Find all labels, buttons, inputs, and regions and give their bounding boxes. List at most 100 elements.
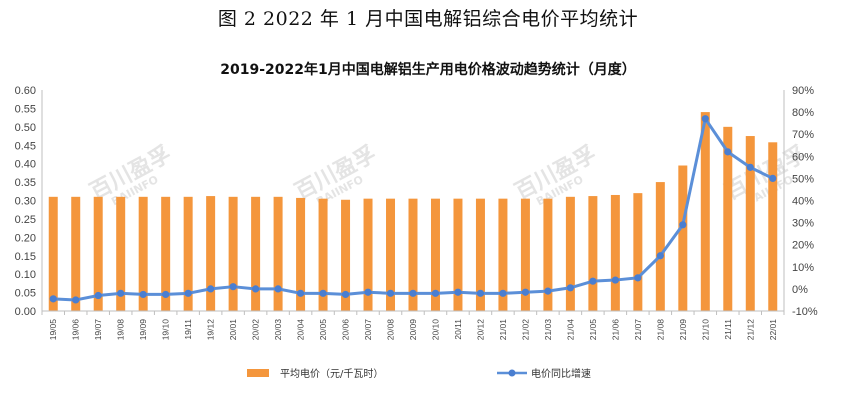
bar <box>408 198 418 311</box>
bar <box>588 196 598 311</box>
x-tick-label: 21/11 <box>723 319 733 340</box>
x-tick-label: 21/07 <box>633 319 643 341</box>
y-right-tick-label: 60% <box>792 151 814 163</box>
bar <box>453 198 463 311</box>
growth-rate-point <box>701 115 709 123</box>
y-left-tick-label: 0.15 <box>15 251 36 263</box>
growth-rate-point <box>49 295 57 303</box>
bar <box>138 196 148 311</box>
y-right-tick-label: 30% <box>792 218 814 230</box>
x-tick-label: 19/10 <box>161 319 171 341</box>
x-tick-label: 19/11 <box>183 319 193 340</box>
bar <box>543 198 553 311</box>
y-left-tick-label: 0.05 <box>15 288 36 300</box>
bar <box>565 196 575 311</box>
y-right-tick-label: 50% <box>792 173 814 185</box>
y-right-tick-label: -10% <box>792 306 818 318</box>
x-tick-label: 21/04 <box>565 319 575 341</box>
growth-rate-point <box>229 283 237 291</box>
growth-rate-point <box>341 290 350 299</box>
y-left-tick-label: 0.50 <box>15 122 36 134</box>
line-series <box>49 115 777 304</box>
x-tick-label: 21/10 <box>700 319 710 341</box>
x-tick-label: 20/05 <box>318 319 328 341</box>
y-right-tick-label: 20% <box>792 240 814 252</box>
growth-rate-point <box>724 148 732 156</box>
bar <box>161 196 171 311</box>
x-tick-label: 21/09 <box>678 319 688 341</box>
y-right-tick-label: 10% <box>792 262 814 274</box>
y-right-tick-label: 80% <box>792 107 814 119</box>
growth-rate-point <box>521 288 530 296</box>
growth-rate-point <box>386 289 395 297</box>
x-tick-label: 20/01 <box>228 319 238 341</box>
x-tick-label: 21/03 <box>543 319 553 341</box>
x-tick-label: 20/06 <box>341 319 351 341</box>
growth-rate-point <box>94 291 102 300</box>
legend-bar-label: 平均电价（元/千瓦时） <box>280 367 383 380</box>
growth-rate-point <box>296 289 305 297</box>
legend-line-label: 电价同比增速 <box>531 367 591 380</box>
bar <box>498 198 508 311</box>
y-left-tick-label: 0.30 <box>15 196 36 208</box>
x-tick-label: 19/05 <box>48 319 58 341</box>
legend-line-marker <box>508 369 516 377</box>
x-tick-label: 19/06 <box>71 319 81 341</box>
bar <box>633 193 643 311</box>
bar <box>48 196 58 311</box>
bar <box>318 198 328 311</box>
growth-rate-point <box>431 289 440 297</box>
growth-rate-point <box>566 284 574 292</box>
growth-rate-point <box>544 287 552 295</box>
growth-rate-point <box>679 221 687 229</box>
growth-rate-point <box>656 252 664 260</box>
x-tick-label: 22/01 <box>768 319 778 341</box>
x-tick-label: 20/04 <box>296 319 306 341</box>
bar <box>296 197 306 311</box>
growth-rate-point <box>207 285 215 293</box>
y-right-tick-label: 0% <box>792 284 808 296</box>
growth-rate-point <box>274 285 282 293</box>
x-tick-label: 20/03 <box>273 319 283 341</box>
x-tick-label: 21/01 <box>498 319 508 341</box>
y-right-tick-label: 90% <box>792 85 814 97</box>
growth-rate-point <box>409 289 417 297</box>
bar <box>745 136 755 311</box>
bar <box>206 196 216 311</box>
x-tick-label: 20/08 <box>386 319 396 341</box>
growth-rate-point <box>319 289 327 297</box>
bar <box>678 165 688 311</box>
growth-rate-point <box>72 296 80 304</box>
growth-rate-point <box>769 174 777 182</box>
bar <box>386 198 396 311</box>
bar <box>520 198 530 311</box>
y-left-tick-label: 0.55 <box>15 103 36 115</box>
bar <box>116 196 126 311</box>
x-tick-label: 19/07 <box>93 319 103 341</box>
bar <box>273 196 283 311</box>
bar <box>655 182 665 311</box>
x-tick-label: 20/11 <box>453 319 463 340</box>
growth-rate-point <box>454 288 462 296</box>
growth-rate-point <box>117 289 125 297</box>
y-axis-right: -10% 0% 10% 20% 30% 40% 50% 60% 70% 80% 90% <box>792 85 818 318</box>
x-tick-label: 19/08 <box>116 319 126 341</box>
bar <box>768 142 778 311</box>
y-left-tick-label: 0.00 <box>15 306 36 318</box>
growth-rate-point <box>611 276 619 284</box>
x-tick-label: 19/09 <box>138 319 148 341</box>
x-tick-label: 21/08 <box>655 319 665 341</box>
x-tick-label: 20/07 <box>363 319 373 341</box>
x-tick-label: 20/02 <box>251 319 261 341</box>
y-left-tick-label: 0.40 <box>15 159 36 171</box>
y-left-tick-label: 0.60 <box>15 85 36 97</box>
figure-caption: 图 2 2022 年 1 月中国电解铝综合电价平均统计 <box>217 8 639 30</box>
axis-lines <box>41 90 785 315</box>
bar <box>228 196 238 311</box>
bar <box>363 198 373 311</box>
y-axis-left: 0.00 0.05 0.10 0.15 0.20 0.25 0.30 0.35 0.40 0.45… <box>15 85 36 318</box>
y-left-tick-label: 0.45 <box>15 140 36 152</box>
growth-rate-point <box>162 290 170 299</box>
x-tick-label: 20/12 <box>475 319 485 341</box>
